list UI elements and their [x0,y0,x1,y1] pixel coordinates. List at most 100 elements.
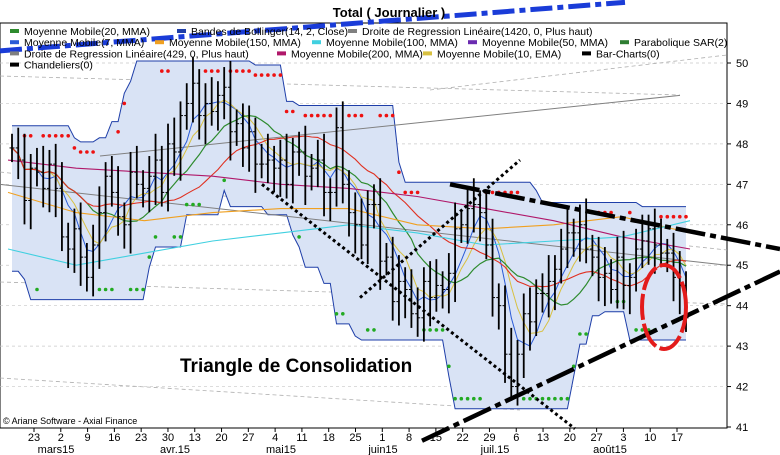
sar-dot [222,178,226,183]
legend-swatch-8 [10,51,19,56]
sar-dot [322,113,326,118]
legend-label-2: Droite de Regression Linéaire(1420, 0, P… [362,26,593,38]
regression-upper-line [99,94,681,157]
x-month-label-4: juil.15 [480,444,510,455]
legend-label-12: Chandeliers(0) [24,60,93,72]
x-tick-label-24: 17 [671,432,683,444]
x-tick-label-9: 4 [272,432,278,444]
x-month-label-1: avr.15 [160,444,190,455]
y-tick-label-8: 49 [736,98,748,110]
sar-dot [578,332,582,336]
sar-dot [465,396,470,401]
sar-dot [634,328,638,332]
sar-dot [384,113,389,118]
legend-swatch-4 [155,40,164,45]
sar-dot [110,287,114,292]
x-tick-label-15: 15 [430,432,442,444]
sar-dot [103,287,108,292]
legend-label-10: Moyenne Mobile(10, EMA) [437,48,561,60]
legend-swatch-12 [10,62,19,67]
x-tick-label-13: 1 [379,432,385,444]
sar-dot [297,235,301,239]
sar-dot [209,69,214,73]
guide-line-4 [429,54,728,91]
sar-dot [253,73,258,77]
long-regression-line [0,0,626,54]
y-tick-label-1: 42 [736,382,748,394]
sar-dot [515,190,520,195]
sar-dot [266,73,270,77]
y-tick-label-4: 45 [736,260,748,272]
legend-label-1: Bandes de Bollinger(14, 2, Close) [191,26,348,38]
sar-dot [147,255,152,259]
sar-dot [141,287,145,292]
highlight-circle [640,263,688,351]
resistance-trendline [449,182,780,252]
sar-dot [415,190,420,195]
sar-dot [41,134,45,138]
sar-dot [403,190,408,195]
x-tick-label-5: 30 [162,432,174,444]
x-tick-label-7: 20 [215,432,227,444]
legend-label-11: Bar-Charts(0) [596,48,660,60]
sar-dot [353,113,358,118]
legend-label-9: Moyenne Mobile(200, MMA) [291,48,423,60]
y-axis: 41 42 43 44 45 46 47 48 49 50 [727,58,748,434]
x-tick-label-23: 10 [644,432,656,444]
sar-dot [72,146,77,150]
sar-dot [160,69,164,73]
x-tick-label-3: 16 [108,432,120,444]
sar-dot [428,328,432,332]
sar-dot [509,190,514,195]
sar-dot [28,134,33,138]
x-month-label-5: août15 [593,444,627,455]
y-tick-label-3: 44 [736,301,748,313]
sar-dot [178,235,183,239]
sar-dot [559,396,563,401]
legend-swatch-9 [277,51,286,56]
sar-dot [553,396,557,401]
parabolic-sar [22,69,688,401]
x-tick-label-0: 23 [28,432,40,444]
x-tick-label-21: 27 [591,432,603,444]
sar-dot [247,69,251,73]
legend-label-6: Moyenne Mobile(50, MMA) [482,37,608,49]
sar-dot [35,287,39,292]
sar-dot [91,150,95,154]
x-month-label-3: juin15 [367,444,397,455]
legend-swatch-0 [10,29,19,33]
x-tick-label-22: 3 [620,432,626,444]
sar-dot [284,109,289,114]
sar-dot [684,214,688,219]
legend-swatch-6 [468,40,477,45]
x-month-label-2: mai15 [266,444,296,455]
legend-label-7: Parabolique SAR(2) [634,37,727,49]
sar-dot [372,328,376,332]
sar-dot [671,214,676,219]
sar-dot [234,69,239,73]
y-tick-label-6: 47 [736,179,748,191]
y-tick-label-9: 50 [736,58,748,70]
guide-line-3 [0,377,521,411]
sar-dot [197,202,201,207]
sar-dot [490,190,495,195]
sar-dot [459,396,464,401]
descending-dotted-line [261,183,576,430]
sar-dot [328,113,333,118]
sar-dot [659,214,663,219]
y-tick-label-5: 46 [736,220,748,232]
sar-dot [347,113,351,118]
sar-dot [628,210,632,215]
legend-swatch-3 [10,40,19,45]
sar-dot [259,73,264,77]
legend-label-0: Moyenne Mobile(20, MMA) [24,26,150,38]
sar-dot [341,312,345,316]
sar-dot [409,190,414,195]
sar-dot [390,113,395,118]
x-tick-label-18: 6 [513,432,519,444]
sar-dot [203,69,208,73]
legend: Moyenne Mobile(20, MMA) Bandes de Bolling… [10,26,727,72]
sar-dot [53,134,58,138]
